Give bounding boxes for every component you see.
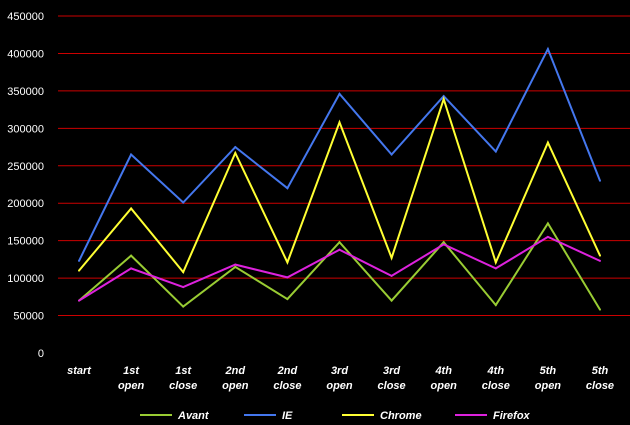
data-point-ie bbox=[182, 201, 185, 204]
data-point-firefox bbox=[234, 263, 237, 266]
y-tick-label: 450000 bbox=[7, 11, 44, 23]
x-tick-label: 1st bbox=[123, 365, 140, 377]
data-point-firefox bbox=[599, 259, 601, 262]
data-point-firefox bbox=[338, 248, 341, 251]
x-axis-ticks: start 1st open 1st close 2nd open 2nd close 3rd op… bbox=[67, 365, 614, 392]
y-tick-label: 300000 bbox=[7, 123, 44, 135]
y-axis-ticks: 0 50000 100000 150000 200000 250000 300000 3500… bbox=[7, 11, 44, 360]
y-tick-label: 100000 bbox=[7, 273, 44, 285]
x-tick-label: 2nd bbox=[225, 365, 246, 377]
data-point-ie bbox=[338, 92, 341, 95]
data-point-avant bbox=[494, 304, 497, 307]
legend: Avant IE Chrome Firefox bbox=[140, 410, 531, 422]
y-tick-label: 350000 bbox=[7, 86, 44, 98]
series-lines bbox=[78, 46, 601, 311]
y-tick-label: 200000 bbox=[7, 198, 44, 210]
data-point-avant bbox=[390, 299, 393, 302]
x-tick-label: 5th bbox=[540, 365, 557, 377]
x-tick-label: 5th bbox=[592, 365, 609, 377]
data-point-chrome bbox=[338, 121, 341, 124]
series-line-chrome bbox=[78, 95, 601, 274]
data-point-avant bbox=[234, 265, 237, 268]
data-point-chrome bbox=[78, 269, 80, 272]
x-tick-label: open bbox=[118, 380, 145, 392]
x-tick-label: 1st bbox=[175, 365, 192, 377]
x-tick-label: open bbox=[326, 380, 353, 392]
legend-label-avant: Avant bbox=[177, 410, 210, 422]
data-point-ie bbox=[546, 47, 549, 50]
data-point-ie bbox=[78, 259, 80, 262]
data-point-avant bbox=[338, 241, 341, 244]
data-point-chrome bbox=[546, 141, 549, 144]
x-tick-label: 3rd bbox=[331, 365, 348, 377]
x-tick-label: open bbox=[535, 380, 562, 392]
data-point-firefox bbox=[182, 286, 185, 289]
data-point-firefox bbox=[130, 267, 133, 270]
data-point-chrome bbox=[286, 261, 289, 264]
x-tick-label: open bbox=[222, 380, 249, 392]
y-tick-label: 50000 bbox=[13, 311, 44, 323]
x-tick-label: 4th bbox=[434, 365, 452, 377]
data-point-chrome bbox=[494, 261, 497, 264]
data-point-chrome bbox=[390, 256, 393, 259]
y-tick-label: 150000 bbox=[7, 236, 44, 248]
data-point-avant bbox=[182, 305, 185, 308]
data-point-ie bbox=[390, 153, 393, 156]
data-point-chrome bbox=[599, 254, 601, 257]
legend-label-ie: IE bbox=[282, 410, 293, 422]
x-tick-label: 3rd bbox=[383, 365, 400, 377]
legend-label-firefox: Firefox bbox=[493, 410, 531, 422]
data-point-firefox bbox=[78, 299, 80, 302]
y-tick-label: 250000 bbox=[7, 161, 44, 173]
y-tick-label: 0 bbox=[38, 348, 44, 360]
x-tick-label: 2nd bbox=[277, 365, 298, 377]
data-point-avant bbox=[130, 254, 133, 257]
data-point-firefox bbox=[390, 274, 393, 277]
x-tick-label: close bbox=[378, 380, 406, 392]
series-line-avant bbox=[78, 221, 601, 311]
data-point-ie bbox=[130, 153, 133, 156]
x-tick-label: close bbox=[273, 380, 301, 392]
data-point-firefox bbox=[442, 243, 445, 246]
data-point-ie bbox=[494, 150, 497, 153]
x-tick-label: start bbox=[67, 365, 92, 377]
data-point-ie bbox=[286, 187, 289, 190]
data-point-chrome bbox=[442, 98, 445, 101]
data-point-firefox bbox=[494, 267, 497, 270]
x-tick-label: open bbox=[431, 380, 458, 392]
legend-label-chrome: Chrome bbox=[380, 410, 422, 422]
data-point-avant bbox=[286, 298, 289, 301]
data-point-avant bbox=[546, 222, 549, 225]
x-tick-label: close bbox=[482, 380, 510, 392]
x-tick-label: close bbox=[169, 380, 197, 392]
x-tick-label: close bbox=[586, 380, 614, 392]
data-point-avant bbox=[442, 241, 445, 244]
data-point-firefox bbox=[286, 276, 289, 279]
data-point-chrome bbox=[130, 207, 133, 210]
series-line-ie bbox=[78, 46, 601, 262]
series-line-firefox bbox=[78, 235, 601, 302]
data-point-ie bbox=[234, 146, 237, 149]
data-point-firefox bbox=[546, 235, 549, 238]
y-tick-label: 400000 bbox=[7, 48, 44, 60]
x-tick-label: 4th bbox=[487, 365, 505, 377]
data-point-chrome bbox=[234, 152, 237, 155]
data-point-ie bbox=[599, 179, 601, 182]
data-point-chrome bbox=[182, 271, 185, 274]
data-point-avant bbox=[599, 308, 601, 311]
